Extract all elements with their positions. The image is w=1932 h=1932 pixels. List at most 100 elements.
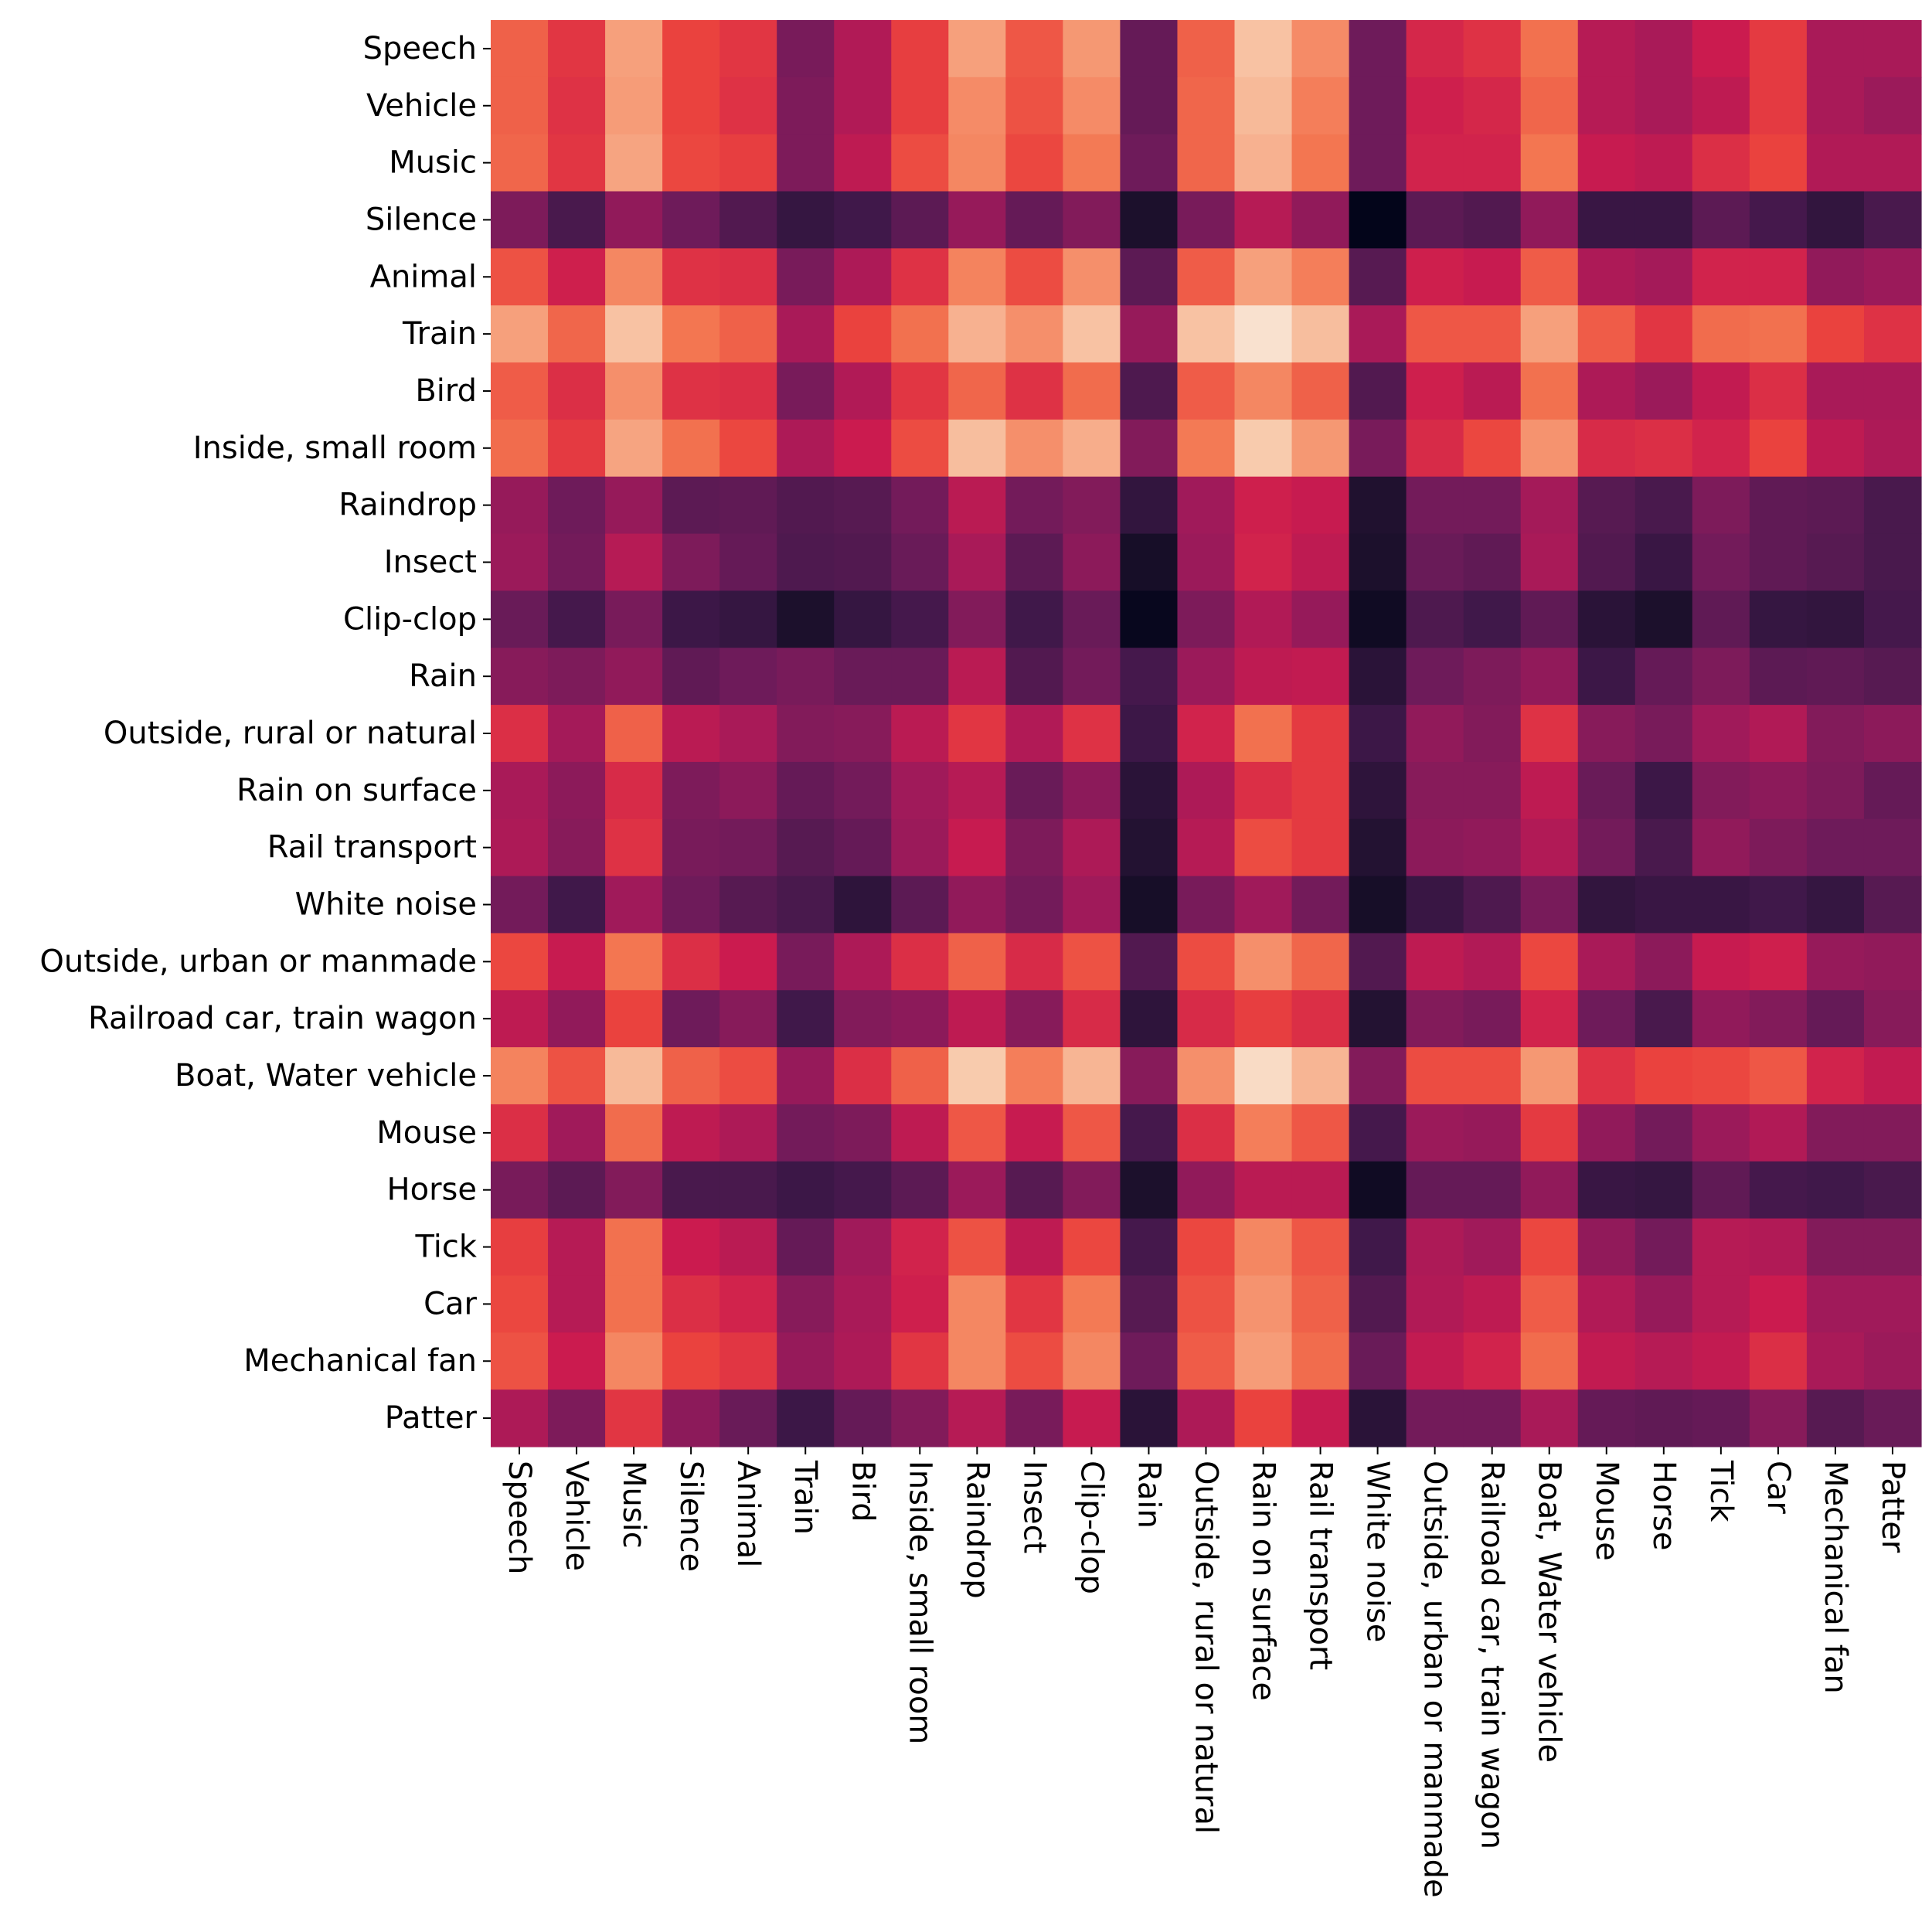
heatmap-cell	[491, 648, 549, 706]
heatmap-cell	[1234, 1047, 1293, 1105]
heatmap-cell	[1234, 761, 1293, 820]
heatmap-cell	[777, 1389, 835, 1447]
heatmap-cell	[1749, 77, 1808, 135]
heatmap-cell	[605, 476, 663, 535]
heatmap-cell	[1063, 1161, 1121, 1219]
heatmap-cell	[1063, 419, 1121, 478]
heatmap-cell	[1863, 191, 1922, 249]
heatmap-cell	[1234, 134, 1293, 192]
heatmap-cell	[891, 1161, 949, 1219]
heatmap-cell	[1463, 990, 1522, 1048]
heatmap-cell	[1234, 533, 1293, 591]
x-tick-label: Animal	[730, 1461, 766, 1567]
heatmap-cell	[1120, 990, 1179, 1048]
y-tick-label: Bird	[415, 373, 477, 409]
heatmap-cell	[777, 876, 835, 934]
y-axis: Speech Vehicle Music Silence Animal Train Bird…	[39, 31, 491, 1436]
y-tick-label: Silence	[366, 202, 477, 237]
heatmap-cell	[1063, 305, 1121, 363]
heatmap-cell	[1806, 648, 1865, 706]
heatmap-cell	[1863, 590, 1922, 648]
heatmap-cell	[1234, 191, 1293, 249]
heatmap-cell	[1520, 1332, 1579, 1390]
heatmap-cell	[1120, 761, 1179, 820]
heatmap-cell	[1177, 305, 1236, 363]
heatmap-cell	[1863, 818, 1922, 877]
heatmap-cell	[1806, 419, 1865, 478]
heatmap-cell	[605, 1275, 663, 1333]
heatmap-cell	[891, 590, 949, 648]
heatmap-cell	[1577, 533, 1636, 591]
heatmap-cell	[1806, 1104, 1865, 1162]
heatmap-cell	[719, 134, 777, 192]
heatmap-cell	[1120, 876, 1179, 934]
heatmap-cell	[1406, 761, 1464, 820]
heatmap-cell	[1520, 705, 1579, 763]
heatmap-cell	[1005, 818, 1063, 877]
heatmap-cell	[491, 134, 549, 192]
heatmap-cell	[1634, 1161, 1693, 1219]
heatmap-cell	[548, 933, 606, 991]
y-tick-label: Animal	[370, 259, 477, 294]
heatmap-cell	[834, 876, 892, 934]
heatmap-cell	[719, 818, 777, 877]
heatmap-cell	[1406, 248, 1464, 306]
heatmap-cell	[1863, 705, 1922, 763]
heatmap-cell	[662, 134, 720, 192]
x-tick-label: Raindrop	[959, 1461, 995, 1599]
heatmap-cell	[1234, 705, 1293, 763]
heatmap-cell	[948, 648, 1006, 706]
heatmap-cell	[1177, 191, 1236, 249]
heatmap-cell	[1749, 248, 1808, 306]
heatmap-cell	[777, 77, 835, 135]
heatmap-cell	[719, 305, 777, 363]
heatmap-cell	[1177, 933, 1236, 991]
heatmap-cell	[1406, 1389, 1464, 1447]
heatmap-cell	[1520, 876, 1579, 934]
heatmap-cell	[1520, 533, 1579, 591]
heatmap-cell	[548, 362, 606, 420]
heatmap-cell	[834, 818, 892, 877]
heatmap-cell	[1863, 876, 1922, 934]
heatmap-cell	[1634, 533, 1693, 591]
heatmap-cell	[1063, 818, 1121, 877]
heatmap-cell	[1863, 1275, 1922, 1333]
heatmap-cell	[1120, 818, 1179, 877]
heatmap-cell	[1749, 362, 1808, 420]
heatmap-cell	[834, 191, 892, 249]
heatmap-cell	[548, 1047, 606, 1105]
heatmap-cell	[1634, 705, 1693, 763]
heatmap-cell	[1120, 1161, 1179, 1219]
heatmap-cell	[1291, 476, 1350, 535]
heatmap-cell	[948, 1104, 1006, 1162]
heatmap-cell	[1234, 876, 1293, 934]
heatmap-cell	[1063, 1104, 1121, 1162]
heatmap-cell	[605, 761, 663, 820]
heatmap-cell	[1177, 990, 1236, 1048]
heatmap-cell	[1806, 134, 1865, 192]
heatmap-cell	[719, 191, 777, 249]
heatmap-cell	[1577, 705, 1636, 763]
heatmap-cell	[1063, 590, 1121, 648]
heatmap-cell	[891, 248, 949, 306]
heatmap-cell	[662, 476, 720, 535]
heatmap-cell	[1005, 1104, 1063, 1162]
heatmap-cell	[605, 248, 663, 306]
heatmap-cell	[1234, 1104, 1293, 1162]
heatmap-cell	[1692, 1104, 1750, 1162]
heatmap-cell	[1863, 419, 1922, 478]
heatmap-cell	[1749, 705, 1808, 763]
heatmap-cell	[1120, 77, 1179, 135]
heatmap-cell	[548, 761, 606, 820]
heatmap-cell	[1063, 933, 1121, 991]
heatmap-cell	[1406, 476, 1464, 535]
heatmap-cell	[1234, 818, 1293, 877]
x-tick-label: Rain	[1131, 1461, 1166, 1529]
heatmap-cell	[662, 1332, 720, 1390]
heatmap-cell	[834, 134, 892, 192]
heatmap-cell	[1406, 818, 1464, 877]
heatmap-cell	[1349, 1218, 1407, 1277]
heatmap-cell	[1120, 1332, 1179, 1390]
heatmap-cell	[891, 648, 949, 706]
heatmap-cell	[777, 305, 835, 363]
